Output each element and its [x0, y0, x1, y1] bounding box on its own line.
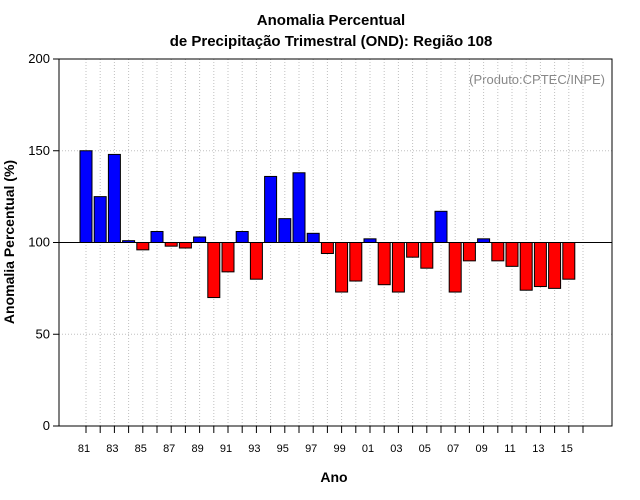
x-tick-label: 81 — [78, 443, 90, 455]
bar-90 — [207, 242, 221, 299]
y-axis-label: Anomalia Percentual (%) — [1, 160, 17, 324]
bar-02 — [377, 242, 391, 286]
x-tick-label: 03 — [390, 443, 402, 455]
x-tick-label: 93 — [248, 443, 260, 455]
bars-layer — [79, 150, 576, 299]
bar-14 — [548, 242, 562, 289]
x-tick-label: 09 — [475, 443, 487, 455]
bar-82 — [93, 196, 107, 243]
chart-title-line1: Anomalia Percentual — [257, 12, 405, 29]
y-tick-label: 200 — [28, 51, 50, 66]
bar-94 — [264, 175, 278, 243]
bar-15 — [562, 242, 576, 280]
bar-12 — [519, 242, 533, 291]
bar-11 — [505, 242, 519, 267]
x-tick-label: 89 — [191, 443, 203, 455]
bar-88 — [178, 242, 192, 249]
bar-95 — [278, 218, 292, 244]
x-axis-label: Ano — [320, 469, 347, 485]
chart-title-line2: de Precipitação Trimestral (OND): Região… — [170, 33, 493, 50]
bar-05 — [420, 242, 434, 269]
x-tick-label: 95 — [277, 443, 289, 455]
bar-92 — [235, 230, 249, 244]
bar-97 — [306, 232, 320, 243]
bar-13 — [533, 242, 547, 288]
bar-85 — [136, 242, 150, 251]
axes-layer: 0 50 100 150 200 81 83 85 87 89 91 93 95 97 99 01 03 05 07… — [28, 51, 613, 455]
bar-83 — [107, 153, 121, 243]
bar-03 — [391, 242, 405, 293]
y-tick-label: 50 — [36, 326, 50, 341]
bar-91 — [221, 242, 235, 273]
bar-81 — [79, 150, 93, 243]
x-tick-label: 07 — [447, 443, 459, 455]
y-tick-label: 100 — [28, 235, 50, 250]
y-tick-label: 150 — [28, 143, 50, 158]
x-tick-label: 05 — [419, 443, 431, 455]
bar-04 — [406, 242, 420, 258]
credit-text: (Produto:CPTEC/INPE) — [469, 72, 605, 87]
bar-10 — [491, 242, 505, 262]
bar-07 — [448, 242, 462, 293]
bar-06 — [434, 210, 448, 243]
x-tick-label: 13 — [532, 443, 544, 455]
x-tick-label: 11 — [504, 443, 515, 455]
bar-99 — [335, 242, 349, 293]
x-tick-label: 97 — [305, 443, 317, 455]
x-tick-label: 15 — [561, 443, 573, 455]
x-tick-label: 99 — [333, 443, 345, 455]
x-tick-label: 01 — [362, 443, 374, 455]
bar-09 — [477, 238, 491, 244]
bar-98 — [320, 242, 334, 255]
x-tick-label: 85 — [135, 443, 147, 455]
bar-00 — [349, 242, 363, 282]
x-tick-label: 91 — [220, 443, 232, 455]
bar-01 — [363, 238, 377, 244]
y-tick-label: 0 — [43, 418, 50, 433]
bar-93 — [249, 242, 263, 280]
bar-87 — [164, 242, 178, 247]
bar-96 — [292, 172, 306, 244]
x-tick-label: 87 — [163, 443, 175, 455]
bar-86 — [150, 230, 164, 244]
bar-08 — [462, 242, 476, 262]
bar-89 — [193, 236, 207, 243]
x-tick-label: 83 — [106, 443, 118, 455]
